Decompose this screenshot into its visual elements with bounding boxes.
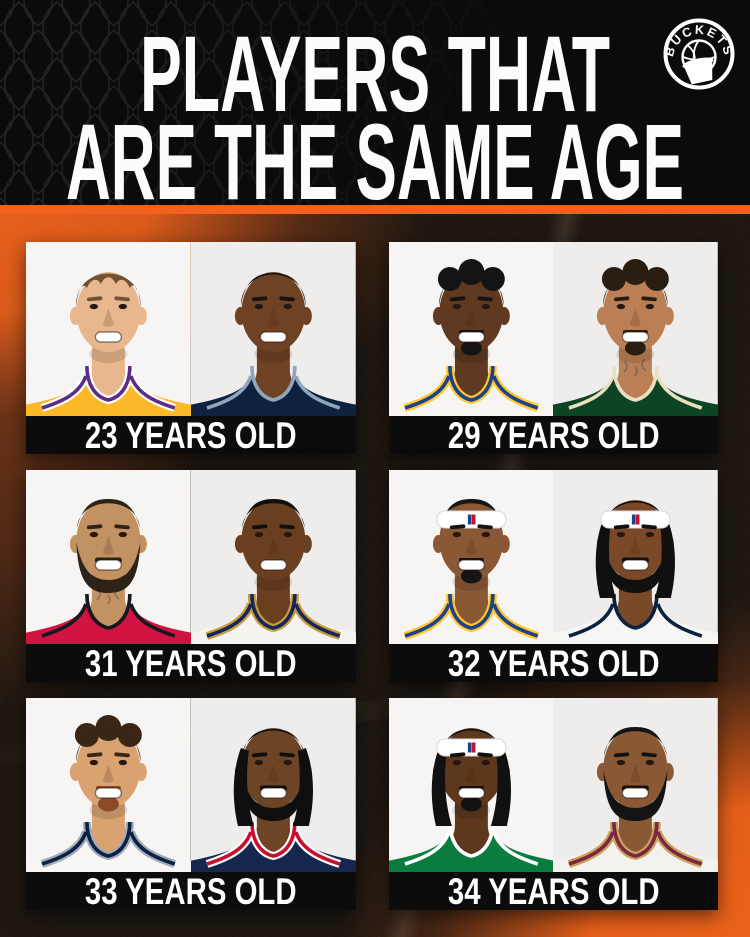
age-label: 32 YEARS OLD bbox=[447, 644, 659, 682]
player-photos bbox=[26, 698, 356, 872]
age-label: 34 YEARS OLD bbox=[447, 872, 659, 910]
title-line-1: PLAYERS THAT bbox=[140, 13, 610, 134]
player-photo-right bbox=[553, 470, 718, 644]
age-banner: 23 YEARS OLD bbox=[26, 416, 356, 454]
player-photo-left bbox=[388, 470, 554, 644]
age-banner: 32 YEARS OLD bbox=[388, 644, 718, 682]
player-photo-left bbox=[26, 470, 191, 644]
bucket-icon bbox=[682, 57, 714, 85]
age-card: 31 YEARS OLD bbox=[26, 470, 356, 682]
age-banner: 31 YEARS OLD bbox=[26, 644, 356, 682]
player-photos bbox=[26, 242, 356, 416]
player-photos bbox=[388, 242, 718, 416]
player-photos bbox=[26, 470, 356, 644]
header: PLAYERS THAT ARE THE SAME AGE BUCKETS bbox=[0, 0, 750, 205]
age-label: 23 YEARS OLD bbox=[85, 416, 297, 454]
age-banner: 29 YEARS OLD bbox=[388, 416, 718, 454]
age-card: 33 YEARS OLD bbox=[26, 698, 356, 910]
player-photo-right bbox=[553, 242, 718, 416]
age-card: 29 YEARS OLD bbox=[388, 242, 718, 454]
age-banner: 33 YEARS OLD bbox=[26, 872, 356, 910]
age-card: 34 YEARS OLD bbox=[388, 698, 718, 910]
player-photo-right bbox=[553, 698, 718, 872]
age-card: 32 YEARS OLD bbox=[388, 470, 718, 682]
buckets-logo: BUCKETS bbox=[662, 18, 735, 90]
age-label: 31 YEARS OLD bbox=[85, 644, 297, 682]
cards-grid: 23 YEARS OLD 29 YEARS OLD 31 YEARS OLD bbox=[26, 242, 718, 910]
age-label: 33 YEARS OLD bbox=[85, 872, 297, 910]
player-photo-right bbox=[190, 698, 356, 872]
age-card: 23 YEARS OLD bbox=[26, 242, 356, 454]
page-title: PLAYERS THAT ARE THE SAME AGE bbox=[66, 13, 684, 205]
player-photos bbox=[388, 470, 718, 644]
player-photo-right bbox=[190, 242, 356, 416]
age-label: 29 YEARS OLD bbox=[447, 416, 659, 454]
pattern-fade-overlay bbox=[0, 0, 750, 205]
age-banner: 34 YEARS OLD bbox=[388, 872, 718, 910]
player-photo-left bbox=[26, 242, 191, 416]
cards-board: 23 YEARS OLD 29 YEARS OLD 31 YEARS OLD bbox=[0, 214, 750, 937]
title-line-2: ARE THE SAME AGE bbox=[66, 101, 684, 205]
player-photo-right bbox=[190, 470, 356, 644]
player-photo-left bbox=[388, 698, 554, 872]
accent-stripe bbox=[0, 205, 750, 214]
player-photo-left bbox=[388, 242, 554, 416]
player-photo-left bbox=[26, 698, 191, 872]
player-photos bbox=[388, 698, 718, 872]
